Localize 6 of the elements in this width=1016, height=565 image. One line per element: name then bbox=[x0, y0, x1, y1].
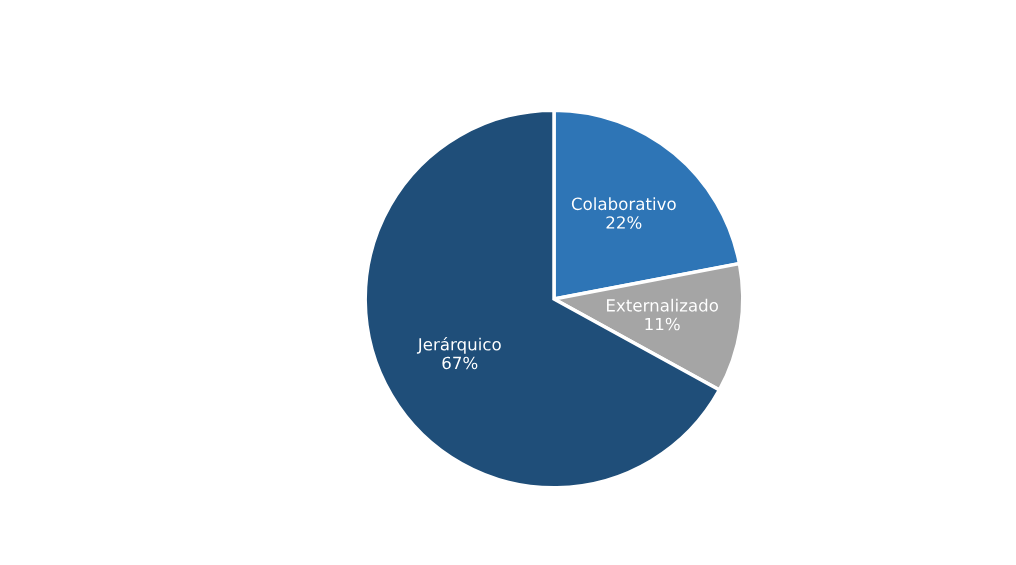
slice-label: Externalizado bbox=[607, 298, 718, 312]
data-label: 67% bbox=[442, 356, 478, 370]
data-label: 11% bbox=[645, 317, 680, 331]
slice-label: Jerárquico bbox=[416, 337, 501, 354]
data-label: 22% bbox=[606, 216, 642, 229]
slice-label: Colaborativo bbox=[571, 197, 676, 211]
